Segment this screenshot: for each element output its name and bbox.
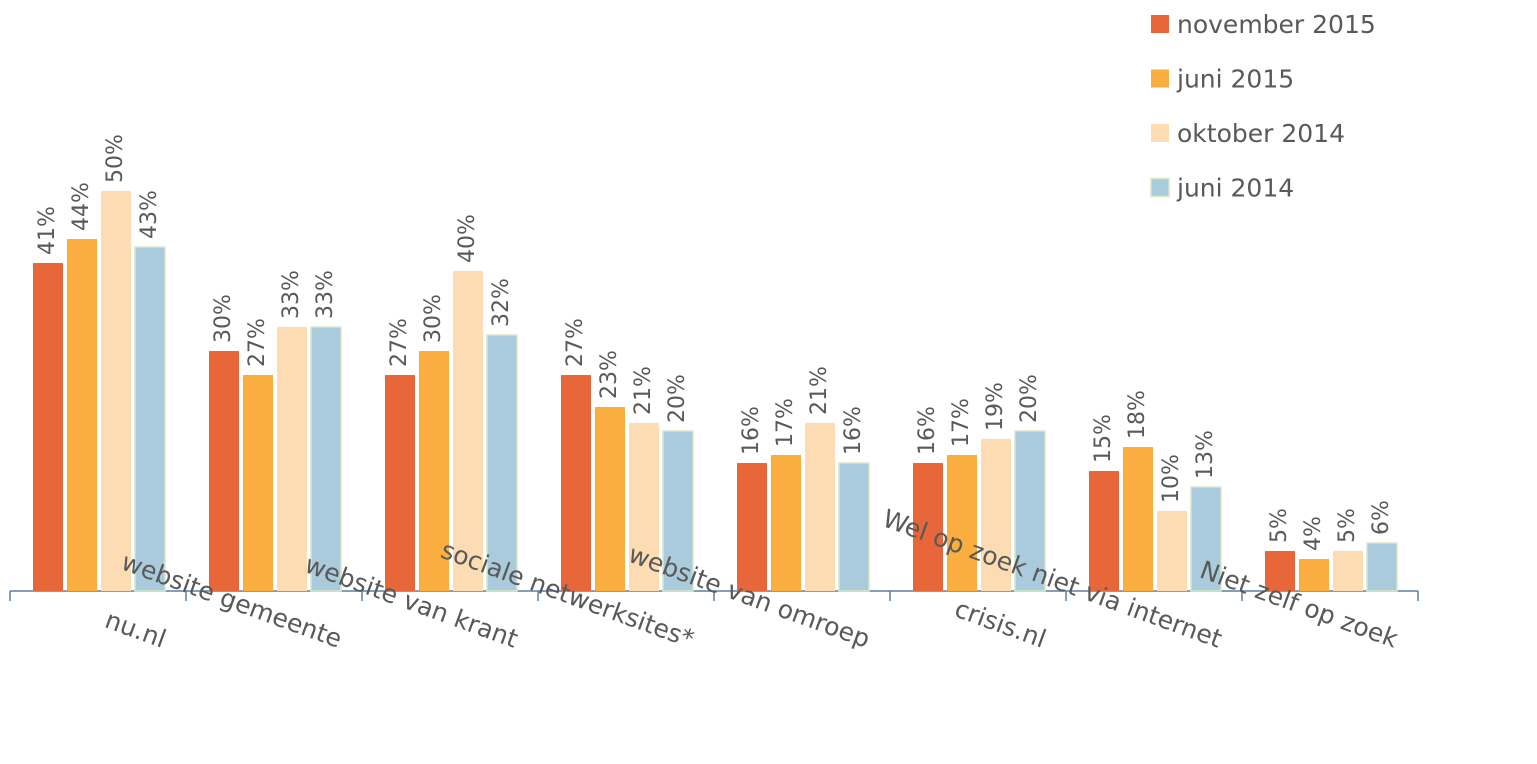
bar <box>981 439 1011 591</box>
value-label: 16% <box>915 406 940 455</box>
value-label: 16% <box>841 406 866 455</box>
value-label: 43% <box>137 190 162 239</box>
legend-label: november 2015 <box>1177 10 1376 39</box>
bar <box>662 430 694 592</box>
bar <box>310 326 342 592</box>
bar <box>947 455 977 591</box>
legend-label: juni 2015 <box>1176 65 1294 94</box>
value-label: 21% <box>807 366 832 415</box>
value-label: 13% <box>1193 430 1218 479</box>
legend-swatch <box>1151 124 1169 142</box>
value-label: 18% <box>1125 390 1150 439</box>
bar <box>1014 430 1046 592</box>
value-label: 17% <box>773 398 798 447</box>
value-label: 16% <box>739 406 764 455</box>
bar <box>243 375 273 591</box>
value-label: 41% <box>35 206 60 255</box>
value-label: 50% <box>103 134 128 183</box>
value-label: 19% <box>983 382 1008 431</box>
value-label: 10% <box>1159 454 1184 503</box>
bar <box>737 463 767 591</box>
value-label: 15% <box>1091 414 1116 463</box>
x-tick-label: crisis.nl <box>951 594 1050 654</box>
value-label: 30% <box>211 294 236 343</box>
bar <box>453 271 483 591</box>
bar <box>33 263 63 591</box>
bar <box>134 246 166 592</box>
bar <box>101 191 131 591</box>
bar <box>1089 471 1119 591</box>
value-label: 21% <box>631 366 656 415</box>
bar <box>838 462 870 592</box>
bar <box>1265 551 1295 591</box>
value-label: 33% <box>279 270 304 319</box>
bar <box>1190 486 1222 592</box>
bar <box>1123 447 1153 591</box>
bar <box>1299 559 1329 591</box>
bar <box>486 334 518 592</box>
value-label: 23% <box>597 350 622 399</box>
legend-swatch <box>1151 69 1169 88</box>
value-label: 5% <box>1267 508 1292 543</box>
bar <box>1157 511 1187 591</box>
bar <box>209 351 239 591</box>
value-label: 17% <box>949 398 974 447</box>
legend-label: oktober 2014 <box>1177 119 1345 148</box>
bar <box>595 407 625 591</box>
bar <box>1333 551 1363 591</box>
legend-label: juni 2014 <box>1176 174 1294 203</box>
bar <box>385 375 415 591</box>
value-label: 44% <box>69 182 94 231</box>
value-label: 20% <box>1017 374 1042 423</box>
value-label: 5% <box>1335 508 1360 543</box>
bar <box>629 423 659 591</box>
value-label: 32% <box>489 278 514 327</box>
value-label: 40% <box>455 214 480 263</box>
legend-swatch <box>1150 177 1170 198</box>
value-label: 27% <box>387 318 412 367</box>
x-tick-label: nu.nl <box>101 605 170 654</box>
value-label: 20% <box>665 374 690 423</box>
bar <box>771 455 801 591</box>
bar <box>67 239 97 591</box>
bar <box>277 327 307 591</box>
value-label: 27% <box>563 318 588 367</box>
bar <box>561 375 591 591</box>
value-label: 6% <box>1369 500 1394 535</box>
legend-swatch <box>1151 15 1169 33</box>
value-label: 33% <box>313 270 338 319</box>
value-label: 30% <box>421 294 446 343</box>
bar <box>419 351 449 591</box>
bar <box>1366 542 1398 592</box>
value-label: 4% <box>1301 516 1326 551</box>
bar <box>805 423 835 591</box>
bar <box>913 463 943 591</box>
value-label: 27% <box>245 318 270 367</box>
